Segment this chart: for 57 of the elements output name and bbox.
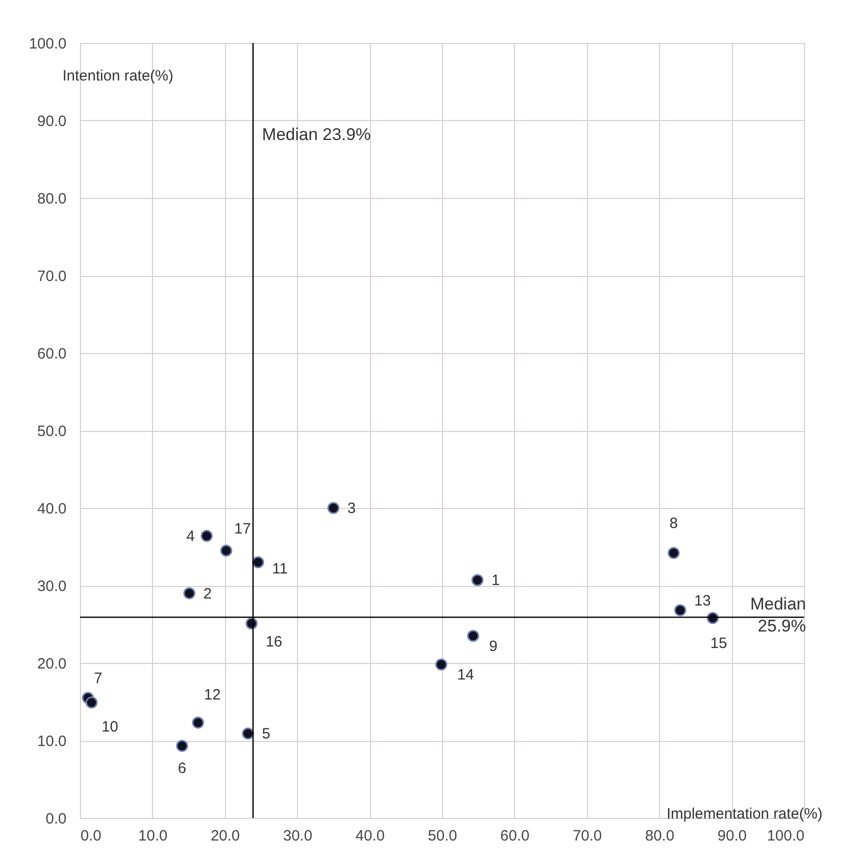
annotation: 2 xyxy=(203,585,212,602)
annotation: 11 xyxy=(272,560,288,578)
y-tick-label: 100.0 xyxy=(28,36,66,52)
y-axis-title: Intention rate(%) xyxy=(62,68,174,84)
point xyxy=(192,716,204,729)
y-tick-label: 30.0 xyxy=(37,578,66,595)
point xyxy=(176,740,188,752)
x-tick-label: 10.0 xyxy=(138,828,168,844)
x-tick-label: 100.0 xyxy=(766,828,804,844)
annotation: 7 xyxy=(94,670,102,687)
annotation: 4 xyxy=(186,528,195,545)
point xyxy=(471,574,484,586)
y-tick-label: 20.0 xyxy=(37,656,66,672)
annotation: 13 xyxy=(694,592,711,610)
point xyxy=(327,502,340,514)
point xyxy=(200,530,213,542)
x-tick-label: 40.0 xyxy=(356,828,385,844)
y-tick-label: 0.0 xyxy=(46,810,66,828)
x-tick-label: 30.0 xyxy=(283,828,312,844)
x-tick-label: 90.0 xyxy=(718,828,747,844)
annotation: 3 xyxy=(347,500,356,517)
point xyxy=(435,658,448,671)
y-tick-label: 10.0 xyxy=(37,733,66,750)
x-tick-label: 0.0 xyxy=(80,828,102,844)
x-tick-label: 60.0 xyxy=(500,828,530,844)
point xyxy=(252,556,264,568)
annotation: 15 xyxy=(710,635,728,652)
point xyxy=(183,587,196,600)
annotation: 5 xyxy=(262,726,270,743)
point xyxy=(467,630,480,642)
annotation: 6 xyxy=(178,760,186,777)
point xyxy=(220,544,232,557)
point xyxy=(242,728,254,740)
annotation: 12 xyxy=(204,686,221,704)
x-tick-label: 50.0 xyxy=(428,828,458,844)
x-axis-title: Implementation rate(%) xyxy=(666,806,822,822)
y-tick-label: 60.0 xyxy=(37,346,66,362)
x-tick-label: 80.0 xyxy=(645,828,674,844)
ref-line-label: Median 25.9% xyxy=(750,594,806,636)
point xyxy=(86,696,98,709)
y-tick-label: 70.0 xyxy=(37,268,66,285)
annotation: 17 xyxy=(234,520,251,538)
x-tick-label: 70.0 xyxy=(572,828,602,844)
annotation: 9 xyxy=(489,638,498,655)
annotation: 16 xyxy=(266,633,282,650)
point xyxy=(674,604,686,616)
annotation: 10 xyxy=(102,718,118,736)
ref-line-label: Median 23.9% xyxy=(262,125,371,144)
y-tick-label: 50.0 xyxy=(37,423,66,440)
x-tick-label: 20.0 xyxy=(210,828,240,844)
y-tick-label: 80.0 xyxy=(37,190,66,208)
annotation: 1 xyxy=(491,572,500,590)
point xyxy=(668,546,680,559)
annotation: 8 xyxy=(670,514,678,532)
annotation: 14 xyxy=(457,666,474,684)
y-tick-label: 40.0 xyxy=(37,500,66,518)
y-tick-label: 90.0 xyxy=(37,113,66,130)
